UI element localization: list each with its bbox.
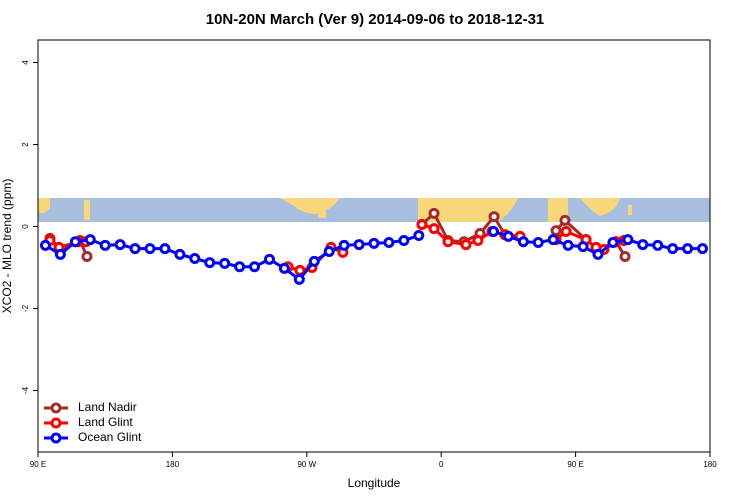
point <box>607 237 619 249</box>
point <box>308 255 320 267</box>
plot-frame <box>37 39 711 453</box>
point <box>562 239 574 251</box>
point <box>174 248 186 260</box>
point <box>619 250 631 262</box>
x-tick-label: 90 E <box>567 460 583 469</box>
point <box>517 236 529 248</box>
point <box>159 243 171 255</box>
legend-label: Land Glint <box>78 415 133 429</box>
point <box>368 237 380 249</box>
point <box>39 239 51 251</box>
point <box>460 239 472 251</box>
point <box>560 225 572 237</box>
point <box>204 257 216 269</box>
point <box>550 225 562 237</box>
point <box>69 236 81 248</box>
point <box>637 239 649 251</box>
legend-label: Land Nadir <box>78 400 137 414</box>
point <box>416 218 428 230</box>
point <box>532 237 544 249</box>
y-tick-label: 4 <box>21 60 30 65</box>
point <box>559 214 571 226</box>
point <box>189 253 201 265</box>
chart-title: 10N-20N March (Ver 9) 2014-09-06 to 2018… <box>206 11 545 28</box>
y-tick-label: 0 <box>21 224 30 229</box>
point <box>383 237 395 249</box>
point <box>428 207 440 219</box>
legend-marker <box>50 417 62 429</box>
point <box>219 257 231 269</box>
point <box>249 261 261 273</box>
point <box>278 262 290 274</box>
point <box>398 234 410 246</box>
x-tick-label: 0 <box>439 460 444 469</box>
point <box>353 239 365 251</box>
point <box>577 241 589 253</box>
point <box>682 243 694 255</box>
point <box>81 250 93 262</box>
point <box>487 225 499 237</box>
point <box>652 239 664 251</box>
point <box>667 243 679 255</box>
point <box>84 234 96 246</box>
point <box>129 243 141 255</box>
point <box>413 230 425 242</box>
point <box>472 234 484 246</box>
point <box>234 261 246 273</box>
x-axis-label: Longitude <box>348 476 401 490</box>
y-tick-label: -2 <box>21 304 30 312</box>
point <box>488 211 500 223</box>
point <box>502 230 514 242</box>
y-tick-label: 2 <box>21 142 30 147</box>
point <box>622 234 634 246</box>
point <box>114 239 126 251</box>
y-axis-label: XCO2 - MLO trend (ppm) <box>0 179 14 314</box>
point <box>442 236 454 248</box>
legend-marker <box>50 432 62 444</box>
map-strip <box>38 198 710 222</box>
point <box>54 248 66 260</box>
point <box>547 234 559 246</box>
x-tick-label: 180 <box>703 460 717 469</box>
y-tick-label: -4 <box>21 386 30 394</box>
point <box>428 223 440 235</box>
point <box>144 243 156 255</box>
point <box>592 248 604 260</box>
x-tick-label: 90 W <box>297 460 316 469</box>
point <box>338 239 350 251</box>
point <box>323 246 335 258</box>
x-tick-label: 90 E <box>30 460 46 469</box>
point <box>263 253 275 265</box>
point <box>697 243 709 255</box>
point <box>293 273 305 285</box>
x-tick-label: 180 <box>166 460 180 469</box>
legend-label: Ocean Glint <box>78 430 142 444</box>
legend-marker <box>50 402 62 414</box>
point <box>99 239 111 251</box>
